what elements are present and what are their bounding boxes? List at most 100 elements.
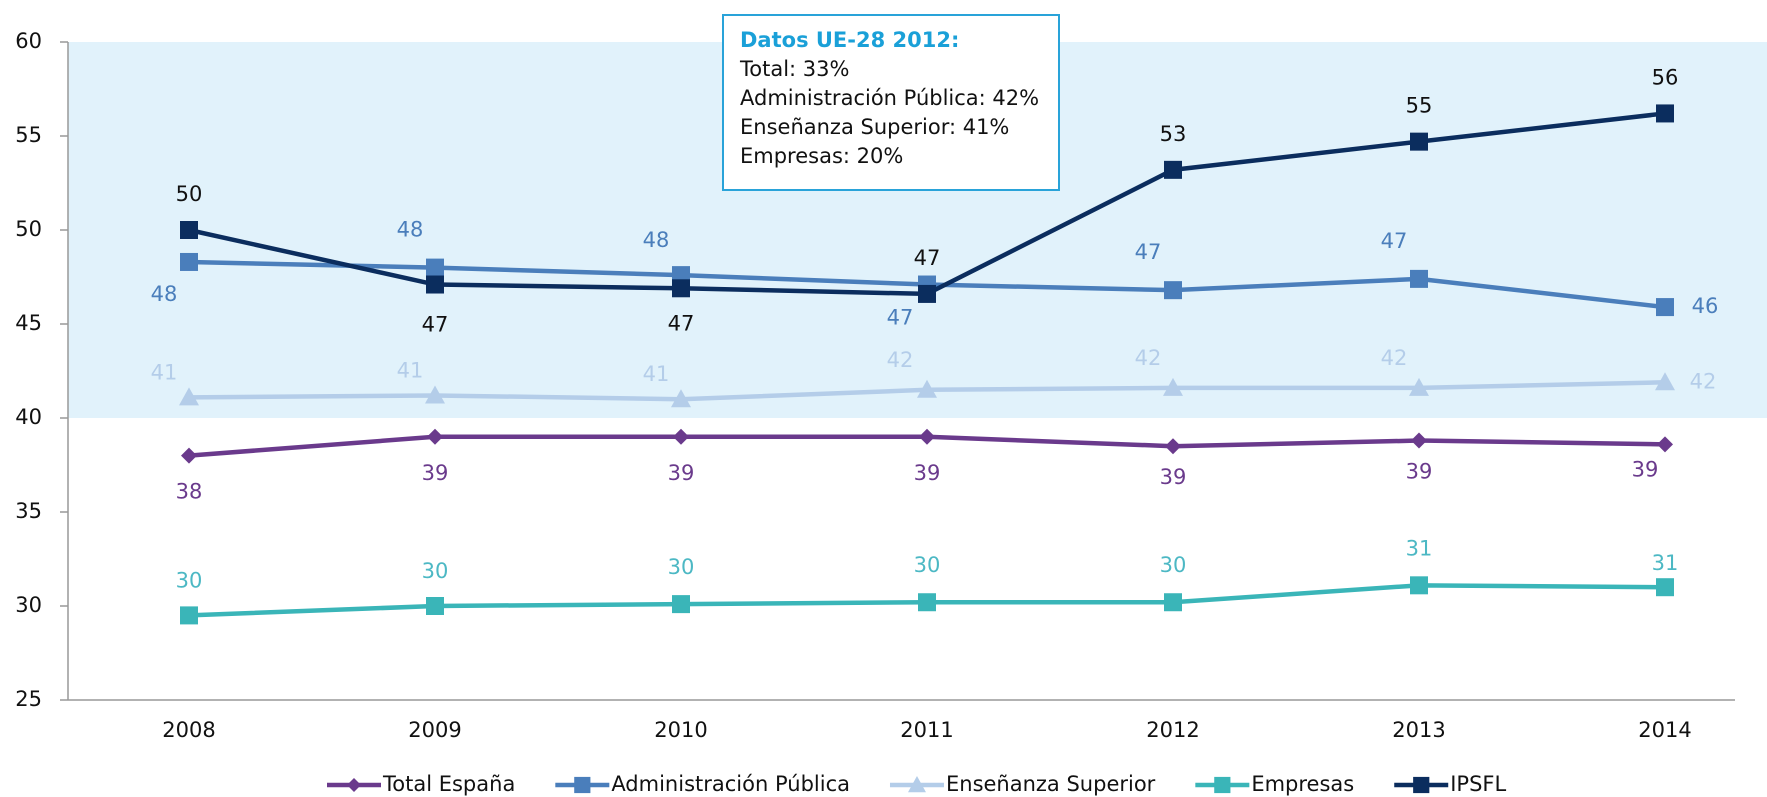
legend-label: Enseñanza Superior [946,772,1156,796]
y-tick-label: 35 [15,499,42,523]
data-label: 41 [397,358,424,382]
data-label: 47 [1135,240,1162,264]
data-label: 31 [1406,536,1433,560]
point [1657,436,1673,453]
legend-marker [347,778,361,792]
annotation-line: Empresas: 20% [740,144,904,168]
point [180,606,198,625]
data-label: 47 [914,246,941,270]
x-tick-label: 2014 [1638,718,1691,742]
point [1409,377,1429,396]
data-label: 30 [1160,553,1187,577]
y-tick-label: 50 [15,217,42,241]
legend-label: Administración Pública [611,772,850,796]
point [181,447,197,464]
annotation-line: Total: 33% [740,57,850,81]
annotation-title: Datos UE-28 2012: [740,28,960,52]
point [672,595,690,614]
point [1164,160,1182,179]
data-label: 39 [1632,457,1659,481]
point [180,252,198,271]
data-label: 30 [176,568,203,592]
y-tick-label: 30 [15,593,42,617]
point [1410,576,1428,595]
data-label: 30 [914,553,941,577]
data-label: 42 [887,348,914,372]
point [1410,132,1428,151]
point [1164,281,1182,300]
data-label: 47 [887,306,914,330]
data-label: 47 [668,311,695,335]
data-label: 39 [1406,460,1433,484]
point [426,275,444,294]
data-label: 39 [668,461,695,485]
data-label: 53 [1160,122,1187,146]
data-label: 31 [1652,551,1679,575]
point [1410,269,1428,288]
data-label: 48 [643,228,670,252]
point [426,597,444,615]
legend-marker [1413,776,1430,794]
y-tick-label: 55 [15,123,42,147]
data-label: 55 [1406,94,1433,118]
point [673,428,689,445]
data-label: 41 [643,362,670,386]
x-tick-label: 2010 [654,718,707,742]
legend-marker [1214,776,1231,794]
point [1163,377,1183,396]
data-label: 47 [1381,229,1408,253]
x-tick-label: 2011 [900,718,953,742]
y-tick-label: 60 [15,29,42,53]
data-label: 42 [1135,346,1162,370]
y-tick-label: 40 [15,405,42,429]
data-label: 50 [176,182,203,206]
legend-marker [907,776,926,793]
point [179,387,199,406]
point [427,428,443,445]
data-label: 39 [914,461,941,485]
x-tick-label: 2013 [1392,718,1445,742]
point [180,221,198,239]
point [917,379,937,398]
point [918,593,936,612]
annotation-line: Administración Pública: 42% [740,86,1040,110]
point [671,389,691,408]
point [425,385,445,404]
data-label: 47 [422,313,449,337]
x-tick-label: 2008 [162,718,215,742]
point [1656,104,1674,123]
x-tick-label: 2009 [408,718,461,742]
legend-marker [574,776,591,794]
point [918,284,936,303]
data-label: 30 [668,555,695,579]
data-label: 48 [151,282,178,306]
data-label: 42 [1690,369,1717,393]
legend-label: IPSFL [1450,772,1506,796]
data-label: 39 [1160,465,1187,489]
point [426,258,444,277]
data-label: 42 [1381,346,1408,370]
y-tick-label: 45 [15,311,42,335]
point [1411,432,1427,449]
point [1656,578,1674,597]
point [919,428,935,445]
data-label: 56 [1652,65,1679,89]
data-label: 38 [176,480,203,504]
annotation-box: Datos UE-28 2012: Total: 33% Administraci… [722,14,1060,191]
data-label: 48 [397,218,424,242]
annotation-line: Enseñanza Superior: 41% [740,115,1010,139]
data-label: 30 [422,559,449,583]
data-label: 41 [151,360,178,384]
point [1656,298,1674,317]
point [1165,438,1181,455]
legend-label: Empresas [1251,772,1354,796]
legend-label: Total España [382,772,515,796]
data-label: 39 [422,461,449,485]
x-tick-label: 2012 [1146,718,1199,742]
y-tick-label: 25 [15,687,42,711]
point [1164,593,1182,612]
point [1655,372,1675,391]
point [672,279,690,298]
data-label: 46 [1692,294,1719,318]
